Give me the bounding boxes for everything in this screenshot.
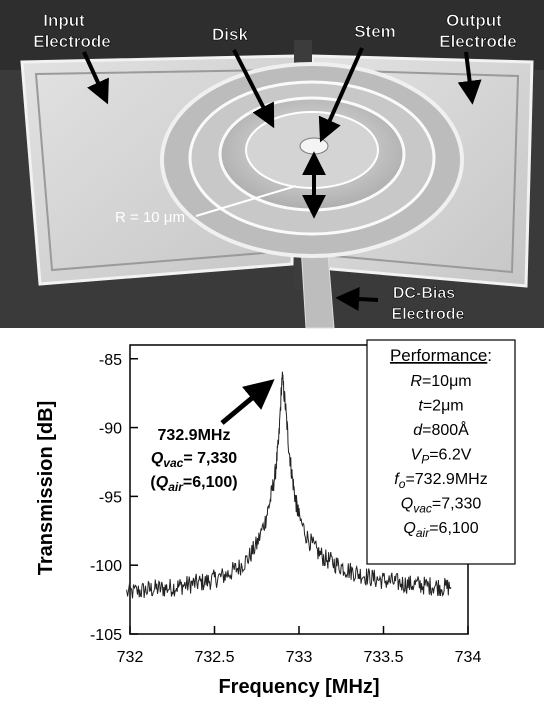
arrow-output-electrode: [457, 51, 482, 105]
q-vac-subscript: vac: [163, 456, 183, 470]
arrow-stem: [318, 47, 364, 143]
y-tick-label: -85: [99, 352, 122, 369]
performance-value: =6.2V: [429, 447, 472, 464]
label-output-electrode-line2: Electrode: [439, 32, 516, 51]
radius-line: [195, 185, 297, 217]
label-radius: R = 10 μm: [115, 209, 185, 226]
label-dc-bias-line1: DC-Bias: [393, 285, 455, 302]
performance-value: =6,100: [429, 520, 478, 537]
q-air-subscript: air: [168, 480, 184, 494]
performance-symbol: R: [410, 373, 422, 390]
performance-line: R=10μm: [410, 373, 471, 390]
performance-symbol: Q: [403, 520, 415, 537]
y-tick-label: -100: [90, 558, 122, 575]
performance-box: Performance: R=10μmt=2μmd=800ÅVP=6.2Vfo=…: [366, 339, 516, 565]
performance-value: =10μm: [422, 373, 472, 390]
arrow-disk: [232, 49, 275, 129]
y-tick-label: -95: [99, 489, 122, 506]
x-tick-label: 734: [455, 649, 482, 666]
performance-line: d=800Å: [413, 420, 469, 439]
sem-micrograph: Input Electrode Disk Stem Output Electro…: [0, 0, 544, 329]
y-ticks: -105 -100 -95 -90 -85: [90, 352, 138, 644]
performance-lines: R=10μmt=2μmd=800ÅVP=6.2Vfo=732.9MHzQvac=…: [394, 373, 487, 540]
performance-subscript: vac: [413, 502, 432, 516]
label-input-electrode-line1: Input: [43, 11, 85, 30]
performance-title-colon: :: [487, 346, 492, 365]
annotation-frequency: 732.9MHz: [158, 427, 231, 444]
label-disk: Disk: [212, 25, 248, 44]
x-tick-label: 733.5: [363, 649, 403, 666]
performance-value: =7,330: [432, 496, 481, 513]
arrow-peak: [220, 379, 275, 425]
y-tick-label: -90: [99, 421, 122, 438]
performance-line: t=2μm: [418, 398, 463, 415]
performance-title-text: Performance: [390, 346, 487, 365]
arrow-dc-bias: [335, 287, 379, 311]
performance-subscript: air: [416, 526, 430, 540]
performance-subscript: o: [399, 477, 406, 491]
annotation-q-vac: Qvac= 7,330: [151, 450, 237, 470]
performance-symbol: f: [394, 471, 400, 488]
performance-line: Qvac=7,330: [401, 496, 482, 516]
x-axis-label: Frequency [MHz]: [218, 676, 379, 698]
label-stem: Stem: [354, 22, 396, 41]
performance-value: =800Å: [422, 420, 469, 439]
q-air-open: (: [150, 474, 156, 491]
label-input-electrode-line2: Electrode: [33, 32, 110, 51]
x-tick-label: 732: [117, 649, 144, 666]
annotation-q-air: (Qair=6,100): [150, 474, 237, 494]
x-tick-label: 732.5: [194, 649, 234, 666]
performance-line: fo=732.9MHz: [394, 471, 487, 491]
q-air-value: =6,100): [183, 474, 238, 491]
label-dc-bias-line2: Electrode: [392, 306, 465, 323]
y-axis-label: Transmission [dB]: [35, 401, 57, 575]
performance-box-border: [366, 339, 516, 565]
performance-symbol: d: [413, 422, 423, 439]
transmission-chart: -105 -100 -95 -90 -85 732 732.5 733 733.5 734 Tr…: [35, 339, 516, 698]
series-line-transmission: [126, 371, 452, 599]
performance-symbol: Q: [401, 496, 413, 513]
performance-title: Performance:: [390, 346, 492, 365]
q-air-symbol: Q: [156, 474, 169, 491]
performance-line: Qair=6,100: [403, 520, 478, 540]
arrow-input-electrode: [82, 51, 109, 105]
performance-subscript: P: [421, 453, 429, 467]
label-output-electrode-line1: Output: [446, 11, 502, 30]
x-ticks: 732 732.5 733 733.5 734: [117, 626, 482, 666]
q-vac-symbol: Q: [151, 450, 164, 467]
performance-symbol: t: [418, 398, 423, 415]
y-tick-label: -105: [90, 627, 122, 644]
x-tick-label: 733: [286, 649, 313, 666]
performance-value: =732.9MHz: [405, 471, 487, 488]
performance-line: VP=6.2V: [411, 447, 472, 467]
performance-value: =2μm: [423, 398, 464, 415]
performance-symbol: V: [411, 447, 423, 464]
q-vac-value: = 7,330: [183, 450, 237, 467]
stem: [299, 137, 329, 155]
